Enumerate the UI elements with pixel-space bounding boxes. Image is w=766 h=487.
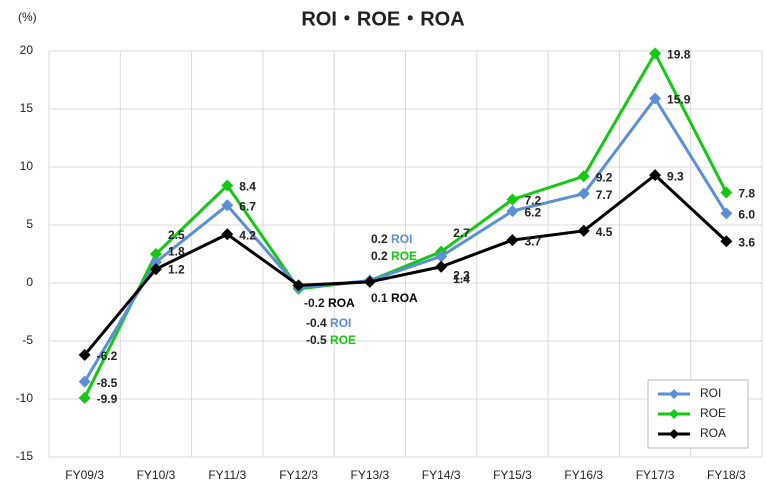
marker: [292, 279, 305, 292]
marker: [577, 187, 590, 200]
value-label: 19.8: [667, 47, 691, 61]
value-label-series: ROE: [330, 333, 356, 347]
marker: [649, 92, 662, 105]
marker: [221, 199, 234, 212]
value-label: 6.0: [738, 208, 755, 222]
y-tick-label: 20: [20, 43, 34, 57]
marker: [149, 263, 162, 276]
marker: [363, 275, 376, 288]
series-line: [83, 95, 728, 383]
value-label: -0.2 ROA: [304, 296, 355, 310]
value-label: 1.4: [453, 272, 470, 286]
marker: [221, 228, 234, 241]
marker: [506, 193, 519, 206]
marker: [506, 205, 519, 218]
marker: [577, 224, 590, 237]
x-tick-label: FY18/3: [707, 468, 746, 482]
marker: [506, 234, 519, 247]
value-label: 7.7: [596, 188, 613, 202]
value-label: 3.6: [738, 235, 755, 249]
value-label-number: -0.4: [306, 316, 327, 330]
value-label: 6.2: [524, 205, 541, 219]
legend-label: ROA: [700, 426, 726, 440]
marker: [649, 47, 662, 60]
value-label: 8.4: [239, 180, 256, 194]
value-label: -0.5 ROE: [306, 333, 356, 347]
value-label-series: ROI: [330, 316, 351, 330]
value-label-series: ROE: [391, 249, 417, 263]
y-tick-label: 10: [20, 159, 34, 173]
legend-marker: [669, 389, 679, 399]
marker: [720, 207, 733, 220]
x-tick-label: FY16/3: [564, 468, 603, 482]
x-tick-label: FY12/3: [279, 468, 318, 482]
marker: [149, 256, 162, 269]
value-label: 2.5: [168, 228, 185, 242]
x-tick-label: FY13/3: [350, 468, 389, 482]
y-tick-label: 5: [26, 217, 33, 231]
legend-label: ROE: [700, 406, 726, 420]
marker: [78, 348, 91, 361]
series-line: [83, 50, 728, 399]
x-tick-label: FY14/3: [422, 468, 461, 482]
value-label: 7.8: [738, 187, 755, 201]
value-label-number: -0.2: [304, 296, 325, 310]
y-tick-label: -15: [16, 449, 34, 463]
x-tick-label: FY15/3: [493, 468, 532, 482]
value-label: 0.2 ROE: [371, 249, 417, 263]
legend-label: ROI: [700, 386, 721, 400]
value-label: -8.5: [97, 376, 118, 390]
y-axis-label: (%): [18, 10, 37, 24]
value-label: 0.2 ROI: [371, 232, 412, 246]
marker: [720, 235, 733, 248]
y-tick-label: 15: [20, 101, 34, 115]
value-label-number: 0.1: [371, 291, 388, 305]
value-label: -0.4 ROI: [306, 316, 351, 330]
value-label-series: ROA: [328, 296, 355, 310]
y-tick-label: -5: [22, 333, 33, 347]
x-tick-label: FY11/3: [208, 468, 246, 482]
x-tick-label: FY17/3: [636, 468, 675, 482]
marker: [435, 250, 448, 263]
value-label: 2.7: [453, 226, 470, 240]
value-label: 0.1 ROA: [371, 291, 418, 305]
value-label-number: 0.2: [371, 249, 388, 263]
marker: [720, 186, 733, 199]
y-tick-label: -10: [16, 391, 34, 405]
value-label: -6.2: [97, 349, 118, 363]
marker: [78, 391, 91, 404]
value-label-number: -0.5: [306, 333, 327, 347]
value-label: 15.9: [667, 93, 691, 107]
value-label: 9.2: [596, 170, 613, 184]
value-label: -9.9: [97, 392, 118, 406]
value-label: 1.8: [168, 244, 185, 258]
value-label: 6.7: [239, 199, 256, 213]
value-label: 7.2: [524, 194, 541, 208]
value-label-number: 0.2: [371, 232, 388, 246]
value-label: 4.5: [596, 225, 613, 239]
chart-title: ROI・ROE・ROA: [301, 8, 464, 30]
value-label: 9.3: [667, 169, 684, 183]
series-line: [83, 173, 728, 356]
legend-marker: [669, 409, 679, 419]
x-tick-label: FY09/3: [65, 468, 104, 482]
value-label: 2.3: [453, 268, 470, 282]
value-label: 3.7: [524, 234, 541, 248]
marker: [649, 169, 662, 182]
marker: [149, 248, 162, 260]
marker: [577, 170, 590, 183]
value-label-series: ROA: [391, 291, 418, 305]
x-tick-label: FY10/3: [137, 468, 176, 482]
marker: [435, 260, 448, 273]
legend-marker: [669, 429, 679, 439]
y-tick-label: 0: [26, 275, 33, 289]
value-label: 1.2: [168, 262, 185, 276]
value-label-series: ROI: [391, 232, 412, 246]
marker: [221, 179, 234, 192]
marker: [78, 375, 91, 388]
value-label: 4.2: [239, 228, 256, 242]
